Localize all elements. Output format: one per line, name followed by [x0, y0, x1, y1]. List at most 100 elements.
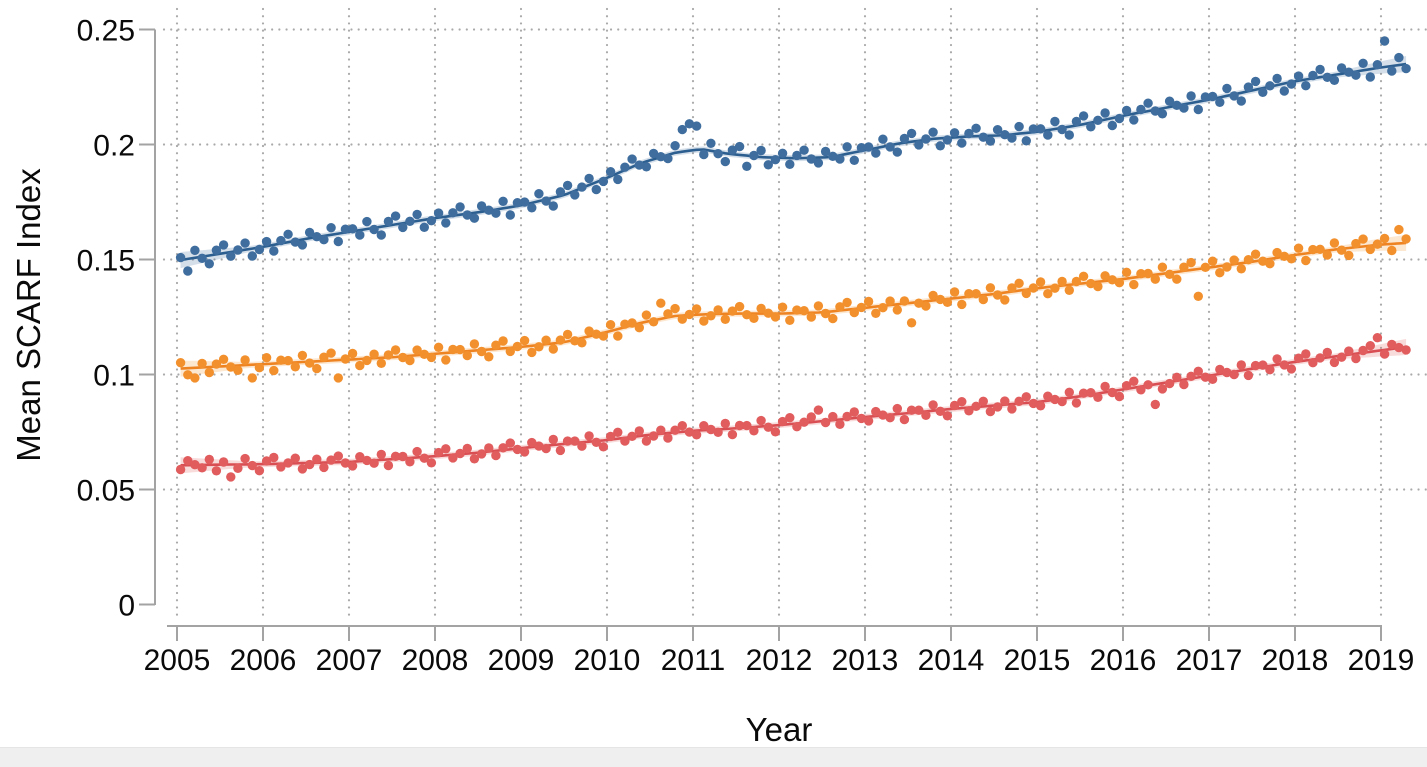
data-point [885, 296, 895, 306]
data-point [1229, 369, 1239, 380]
data-point [312, 363, 322, 374]
data-point [369, 458, 379, 468]
data-point [1207, 256, 1218, 266]
data-point [276, 235, 286, 246]
data-point [261, 236, 272, 247]
top-blue-series [175, 36, 1411, 276]
data-point [1394, 224, 1404, 235]
x-tick-label: 2007 [316, 644, 383, 677]
data-point [770, 312, 781, 322]
data-point [261, 456, 272, 466]
data-point [928, 400, 938, 410]
data-point [355, 360, 365, 371]
data-point [1164, 378, 1175, 389]
data-point [577, 441, 587, 451]
data-point [1043, 289, 1053, 299]
data-point [455, 202, 465, 212]
data-point [1379, 36, 1390, 46]
data-point [1401, 345, 1411, 355]
data-point [505, 346, 515, 357]
data-point [190, 373, 200, 383]
data-point [269, 365, 279, 376]
data-point [1243, 255, 1254, 265]
data-point [1236, 264, 1247, 274]
data-point [326, 348, 336, 358]
data-point [957, 138, 967, 148]
data-point [340, 224, 351, 234]
data-point [362, 455, 372, 466]
data-point [1379, 349, 1390, 359]
data-point [856, 413, 867, 424]
data-point [1301, 349, 1311, 359]
data-point [1071, 116, 1082, 127]
data-point [641, 162, 652, 172]
data-point [1107, 275, 1118, 285]
data-point [828, 313, 838, 324]
data-point [921, 301, 931, 311]
data-point [555, 335, 566, 345]
y-tick-label: 0.25 [77, 15, 135, 48]
data-point [699, 149, 709, 160]
data-point [713, 305, 723, 315]
data-point [792, 422, 802, 432]
data-point [1207, 374, 1218, 384]
data-point [254, 244, 265, 255]
data-point [283, 355, 293, 366]
data-point [1143, 380, 1153, 390]
data-point [906, 318, 917, 328]
data-point [1207, 91, 1218, 102]
data-point [1286, 364, 1297, 374]
data-point [512, 341, 523, 352]
data-point [1007, 404, 1017, 414]
data-point [297, 350, 308, 361]
data-point [1286, 254, 1297, 264]
data-point [878, 134, 888, 144]
data-point [1186, 371, 1196, 381]
data-point [1014, 278, 1024, 288]
data-point [1193, 291, 1204, 301]
data-point [613, 174, 623, 185]
data-point [820, 146, 831, 157]
data-point [548, 201, 558, 211]
data-point [1157, 262, 1168, 272]
data-point [1078, 111, 1089, 121]
data-point [1222, 367, 1232, 378]
data-point [591, 329, 601, 339]
data-point [842, 297, 852, 308]
data-point [1043, 391, 1053, 401]
data-point [1358, 345, 1368, 356]
data-point [484, 443, 494, 453]
data-point [426, 458, 437, 468]
x-axis-title: Year [746, 711, 813, 748]
data-point [813, 158, 824, 168]
data-point [233, 245, 243, 255]
data-point [433, 342, 444, 352]
data-point [211, 466, 222, 476]
x-tick-label: 2014 [918, 644, 985, 677]
data-point [1007, 283, 1017, 293]
data-point [906, 128, 917, 139]
data-point [648, 317, 659, 327]
data-point [555, 445, 566, 456]
data-point [1000, 396, 1010, 406]
data-point [1136, 385, 1146, 395]
data-point [1193, 366, 1204, 376]
data-point [1057, 276, 1067, 287]
data-point [691, 304, 702, 314]
data-point [1365, 244, 1376, 255]
data-point [1100, 381, 1110, 392]
x-tick-label: 2012 [746, 644, 813, 677]
x-tick-label: 2016 [1090, 644, 1157, 677]
data-point [1150, 399, 1161, 410]
data-point [512, 198, 523, 208]
x-tick-label: 2019 [1348, 644, 1415, 677]
data-point [1114, 391, 1125, 402]
data-point [835, 302, 845, 312]
data-point [763, 422, 773, 432]
data-point [899, 414, 910, 425]
data-point [598, 442, 609, 452]
data-point [978, 294, 988, 305]
data-point [254, 363, 265, 373]
data-point [1279, 86, 1290, 96]
data-point [1322, 72, 1333, 83]
